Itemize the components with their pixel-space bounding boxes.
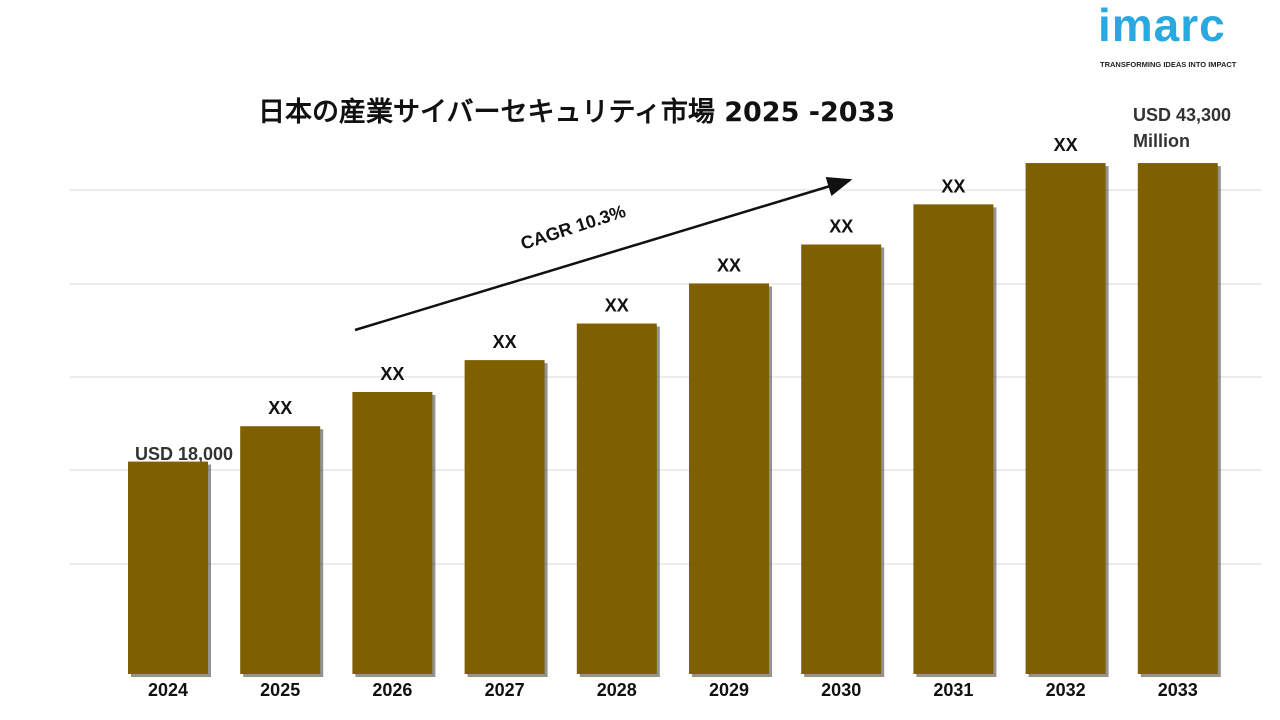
tick-label-2029: 2029 — [709, 680, 749, 700]
bars — [128, 163, 1221, 678]
bar-2033 — [1137, 163, 1218, 674]
logo-wordmark: imarc — [1098, 0, 1226, 51]
logo-tagline: TRANSFORMING IDEAS INTO IMPACT — [1100, 60, 1237, 69]
tick-label-2028: 2028 — [597, 680, 637, 700]
end-value-line2: Million — [1133, 131, 1190, 151]
end-value-line1: USD 43,300 — [1133, 105, 1232, 125]
bar-2027 — [464, 360, 545, 674]
bar-2029 — [689, 283, 769, 674]
bar-2032 — [1025, 163, 1106, 674]
tick-label-2026: 2026 — [372, 680, 412, 700]
cagr-arrow — [354, 176, 853, 332]
data-label-2030: XX — [829, 216, 853, 236]
data-label-2031: XX — [941, 176, 965, 196]
tick-label-2033: 2033 — [1158, 680, 1198, 700]
tick-label-2030: 2030 — [821, 680, 861, 700]
bar-2030 — [801, 244, 882, 675]
bar-2031 — [913, 204, 994, 675]
data-label-2027: XX — [493, 332, 517, 352]
chart-title: 日本の産業サイバーセキュリティ市場 2025 -2033 — [258, 97, 896, 128]
cagr-label: CAGR 10.3% — [518, 201, 628, 254]
tick-label-2025: 2025 — [260, 680, 300, 700]
tick-label-2027: 2027 — [485, 680, 525, 700]
bar-2026 — [352, 391, 433, 674]
start-value-line1: USD 18,000 — [135, 444, 234, 464]
data-label-2028: XX — [605, 296, 629, 316]
tick-label-2024: 2024 — [148, 680, 188, 700]
data-label-2026: XX — [380, 364, 404, 384]
data-labels: XX XX XX XX XX XX XX XX — [268, 135, 1077, 418]
data-label-2032: XX — [1054, 135, 1078, 155]
end-value-annotation: USD 43,300 Million — [1133, 102, 1231, 154]
data-label-2025: XX — [268, 398, 292, 418]
x-axis-tick-labels: 2024 2025 2026 2027 2028 2029 2030 2031 2032 2033 — [148, 680, 1198, 700]
bar-2024 — [128, 461, 208, 674]
bar-2028 — [576, 323, 657, 674]
tick-label-2032: 2032 — [1046, 680, 1086, 700]
tick-label-2031: 2031 — [933, 680, 973, 700]
data-label-2029: XX — [717, 255, 741, 275]
imarc-logo: imarc TRANSFORMING IDEAS INTO IMPACT — [1098, 0, 1258, 74]
bar-2025 — [240, 426, 321, 674]
